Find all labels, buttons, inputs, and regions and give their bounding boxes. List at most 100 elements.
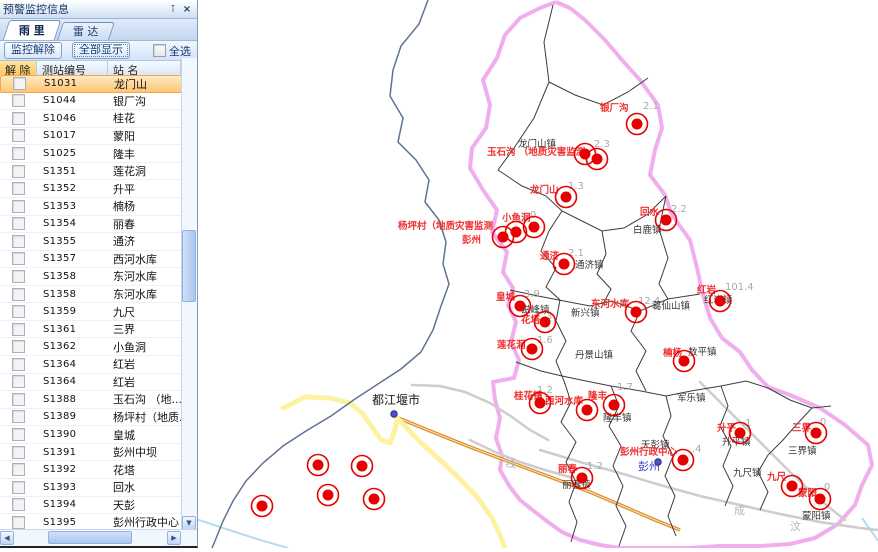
warning-marker-icon[interactable] — [581, 404, 593, 416]
warning-marker-icon[interactable] — [591, 153, 603, 165]
column-header-station-id[interactable]: 测站编号 — [37, 61, 108, 78]
warning-marker-ring-icon[interactable] — [672, 349, 696, 373]
warning-marker-icon[interactable] — [510, 226, 522, 238]
row-checkbox[interactable] — [12, 392, 25, 406]
row-checkbox[interactable] — [12, 357, 25, 371]
scroll-down-icon[interactable]: ▼ — [182, 516, 196, 530]
table-row[interactable]: S1394 天彭 — [0, 496, 182, 515]
monitor-release-button[interactable]: 监控解除 — [4, 42, 62, 59]
warning-marker-ring-icon[interactable] — [250, 494, 274, 518]
table-row[interactable]: S1358 东河水库 — [0, 268, 182, 286]
table-row[interactable]: S1046 桂花 — [0, 110, 182, 128]
warning-marker-ring-icon[interactable] — [520, 337, 544, 361]
row-checkbox[interactable] — [12, 217, 25, 231]
warning-marker-icon[interactable] — [534, 397, 546, 409]
warning-marker-ring-icon[interactable] — [528, 391, 552, 415]
row-checkbox[interactable] — [12, 147, 25, 161]
table-row[interactable]: S1031 龙门山 — [0, 75, 182, 93]
row-checkbox[interactable] — [12, 199, 25, 213]
row-checkbox[interactable] — [12, 252, 25, 266]
row-checkbox[interactable] — [12, 129, 25, 143]
warning-marker-icon[interactable] — [576, 472, 588, 484]
warning-marker-ring-icon[interactable] — [570, 466, 594, 490]
warning-marker-ring-icon[interactable] — [780, 474, 804, 498]
row-checkbox[interactable] — [12, 94, 25, 108]
warning-marker-icon[interactable] — [678, 355, 690, 367]
warning-marker-icon[interactable] — [558, 258, 570, 270]
warning-marker-ring-icon[interactable] — [602, 393, 626, 417]
vertical-scroll-thumb[interactable] — [182, 230, 196, 302]
warning-marker-ring-icon[interactable] — [491, 225, 515, 249]
pin-icon[interactable]: ⊺ — [170, 3, 176, 15]
scroll-right-icon[interactable]: ▶ — [167, 531, 181, 545]
table-row[interactable]: S1364 红岩 — [0, 373, 182, 392]
tab-rain[interactable]: 雨 里 — [2, 20, 62, 40]
warning-marker-ring-icon[interactable] — [508, 294, 532, 318]
warning-marker-icon[interactable] — [631, 118, 643, 130]
row-checkbox[interactable] — [12, 445, 25, 459]
warning-marker-icon[interactable] — [514, 300, 526, 312]
warning-marker-icon[interactable] — [322, 489, 334, 501]
warning-marker-ring-icon[interactable] — [624, 300, 648, 324]
table-row[interactable]: S1017 蒙阳 — [0, 127, 182, 146]
warning-marker-icon[interactable] — [256, 500, 268, 512]
warning-marker-icon[interactable] — [630, 306, 642, 318]
warning-marker-ring-icon[interactable] — [808, 487, 832, 511]
warning-marker-icon[interactable] — [786, 480, 798, 492]
warning-marker-ring-icon[interactable] — [504, 220, 528, 244]
warning-marker-ring-icon[interactable] — [552, 252, 576, 276]
table-row[interactable]: S1393 回水 — [0, 478, 182, 497]
close-icon[interactable]: × — [182, 3, 192, 15]
warning-marker-icon[interactable] — [312, 459, 324, 471]
table-row[interactable]: S1354 丽春 — [0, 215, 182, 234]
row-checkbox[interactable] — [12, 463, 25, 477]
table-row[interactable]: S1392 花塔 — [0, 461, 182, 479]
table-row[interactable]: S1391 彭州中坝 — [0, 443, 182, 462]
select-all-checkbox[interactable] — [153, 44, 166, 57]
scroll-left-icon[interactable]: ◀ — [0, 531, 14, 545]
row-checkbox[interactable] — [12, 234, 25, 248]
warning-marker-icon[interactable] — [660, 214, 672, 226]
row-checkbox[interactable] — [12, 480, 25, 494]
warning-marker-ring-icon[interactable] — [804, 421, 828, 445]
tab-radar[interactable]: 雷 达 — [56, 22, 115, 40]
row-checkbox[interactable] — [12, 340, 25, 354]
row-checkbox[interactable] — [13, 77, 26, 91]
warning-marker-ring-icon[interactable] — [575, 398, 599, 422]
row-checkbox[interactable] — [12, 182, 25, 196]
horizontal-scrollbar[interactable]: ◀ ▶ — [0, 529, 197, 546]
warning-marker-icon[interactable] — [734, 427, 746, 439]
map-area[interactable]: 2.1 2.3 1.3 0 2.1 2.2 3.9 3 1.6 12.4 101.4 1.2 1.7 1.… — [195, 0, 878, 551]
warning-marker-ring-icon[interactable] — [362, 487, 386, 511]
warning-marker-icon[interactable] — [528, 221, 540, 233]
warning-marker-icon[interactable] — [368, 493, 380, 505]
table-row[interactable]: S1025 隆丰 — [0, 145, 182, 163]
warning-marker-ring-icon[interactable] — [708, 289, 732, 313]
warning-marker-ring-icon[interactable] — [306, 453, 330, 477]
row-checkbox[interactable] — [12, 164, 25, 178]
warning-marker-icon[interactable] — [579, 148, 591, 160]
table-row[interactable]: S1362 小鱼洞 — [0, 338, 182, 356]
column-header-release[interactable]: 解 除 — [0, 61, 37, 78]
warning-marker-ring-icon[interactable] — [585, 147, 609, 171]
warning-marker-ring-icon[interactable] — [350, 454, 374, 478]
warning-marker-icon[interactable] — [608, 399, 620, 411]
row-checkbox[interactable] — [12, 269, 25, 283]
warning-marker-ring-icon[interactable] — [316, 483, 340, 507]
warning-marker-icon[interactable] — [810, 427, 822, 439]
warning-marker-ring-icon[interactable] — [671, 448, 695, 472]
row-checkbox[interactable] — [12, 410, 25, 424]
warning-marker-ring-icon[interactable] — [654, 208, 678, 232]
warning-marker-icon[interactable] — [539, 316, 551, 328]
horizontal-scroll-thumb[interactable] — [48, 531, 132, 544]
warning-marker-ring-icon[interactable] — [522, 215, 546, 239]
table-row[interactable]: S1364 红岩 — [0, 356, 182, 374]
warning-marker-icon[interactable] — [677, 454, 689, 466]
warning-marker-ring-icon[interactable] — [533, 310, 557, 334]
row-checkbox[interactable] — [12, 111, 25, 125]
warning-marker-icon[interactable] — [356, 460, 368, 472]
row-checkbox[interactable] — [12, 322, 25, 336]
warning-marker-icon[interactable] — [560, 191, 572, 203]
table-row[interactable]: S1395 彭州行政中心 — [0, 514, 182, 530]
table-row[interactable]: S1389 杨坪村（地质... — [0, 408, 182, 427]
